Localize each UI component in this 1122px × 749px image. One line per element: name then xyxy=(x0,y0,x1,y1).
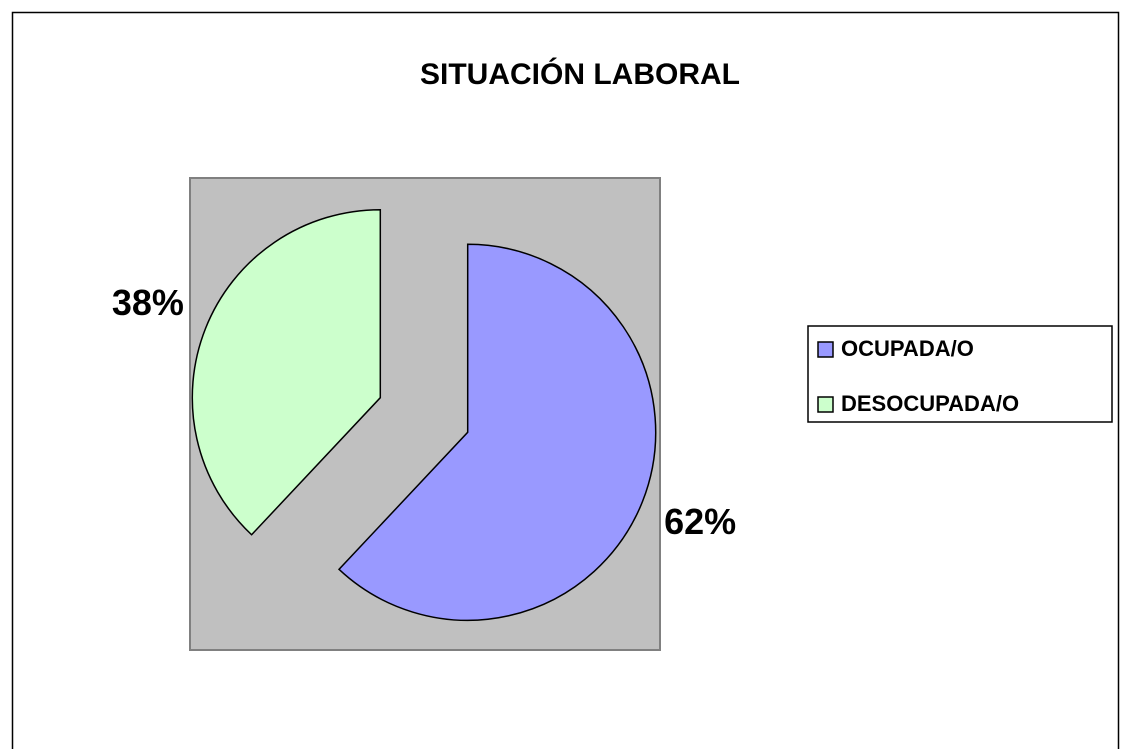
legend-swatch xyxy=(817,396,834,413)
legend-label: DESOCUPADA/O xyxy=(841,391,1019,416)
chart-title: SITUACIÓN LABORAL xyxy=(420,57,740,91)
pie-slice xyxy=(191,208,382,536)
legend-label: OCUPADA/O xyxy=(841,336,974,361)
data-label: 62% xyxy=(664,501,736,542)
legend-swatch xyxy=(817,341,834,358)
pie-slice xyxy=(337,243,657,621)
data-label: 38% xyxy=(112,282,184,323)
legend xyxy=(807,325,1113,423)
